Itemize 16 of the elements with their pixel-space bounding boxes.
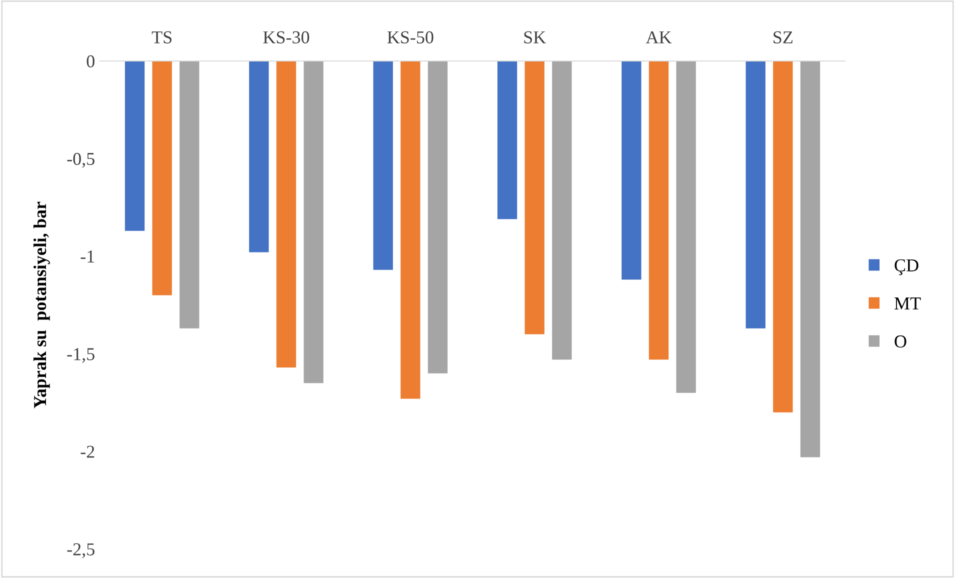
- x-tick-label: SZ: [774, 31, 792, 44]
- y-tick-label: -1,5: [67, 348, 94, 363]
- legend-label: MT: [894, 298, 921, 310]
- x-tick-label: AK: [646, 31, 672, 44]
- y-tick-label: 0: [86, 55, 94, 68]
- x-tick-label: KS-50: [387, 31, 434, 44]
- y-axis-title: Yaprak su potansiyeli, bar: [33, 202, 50, 408]
- x-tick-label: KS-30: [263, 31, 310, 44]
- x-tick-label: SK: [524, 31, 546, 44]
- y-tick-label: -1: [80, 250, 94, 262]
- y-tick-label: -0,5: [67, 152, 94, 168]
- y-tick-label: -2,5: [67, 543, 94, 558]
- y-tick-label: -2: [80, 446, 94, 458]
- legend-label: O: [894, 335, 906, 348]
- legend-label: ÇD: [894, 259, 918, 276]
- x-tick-label: TS: [152, 31, 172, 44]
